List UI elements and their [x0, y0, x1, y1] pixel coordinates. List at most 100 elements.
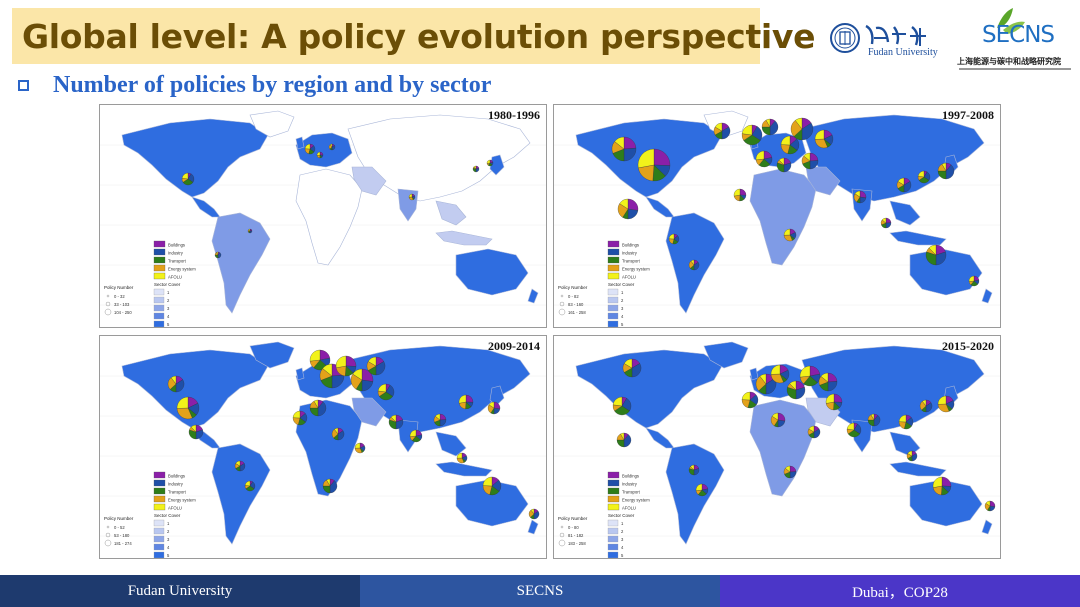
greenland-shape [703, 341, 749, 369]
pie-slice [778, 157, 785, 166]
pie-slice [741, 124, 753, 136]
legend-policy-range: 104 - 250 [114, 310, 132, 315]
pie-marker [622, 358, 642, 378]
legend-sector-label: Industry [622, 251, 638, 256]
legend-policy-circle [105, 532, 111, 538]
indonesia-shape [889, 461, 947, 477]
policy-pie-markers [181, 143, 494, 259]
pie-marker [244, 480, 256, 492]
pie-slice [922, 399, 927, 407]
legend-cover-label: 1 [621, 521, 624, 526]
middle-east-shape [351, 166, 387, 196]
pie-marker [984, 500, 996, 512]
legend-sector-swatch [153, 256, 166, 264]
new-zealand-shape [981, 519, 993, 535]
pie-slice [783, 228, 791, 236]
pie-slice [668, 233, 675, 240]
legend-cover-title: Sector Cover [154, 513, 181, 518]
pie-marker [880, 217, 892, 229]
legend-sector-label: Buildings [622, 243, 639, 248]
map-panel-1997-2008: 1997-2008 Buildings Industry Transport Ener… [553, 104, 1001, 328]
legend-policy-range: 0 - 52 [114, 525, 125, 530]
legend-cover-swatch [153, 320, 165, 327]
pie-slice [755, 150, 765, 161]
pie-slice [458, 394, 467, 404]
pie-slice [620, 432, 625, 441]
pie-marker [668, 233, 680, 245]
legend-cover-swatch [607, 288, 619, 296]
legend-policy-circle [105, 301, 111, 307]
pie-marker [688, 464, 700, 476]
legend-sector-swatch [607, 503, 620, 511]
legend-policy-circle [106, 525, 110, 529]
pie-slice [329, 143, 333, 148]
australia-shape [909, 479, 983, 527]
legend-cover-label: 1 [621, 290, 624, 295]
pie-marker [304, 143, 316, 155]
legend-cover-label: 2 [167, 298, 170, 303]
pie-slice [898, 414, 907, 423]
pie-marker [292, 410, 308, 426]
pie-marker [801, 152, 819, 170]
south-america-shape [211, 212, 271, 314]
legend-cover-swatch [607, 519, 619, 527]
pie-slice [941, 162, 947, 172]
fudan-logo-text: Fudan University [868, 47, 938, 58]
pie-marker [932, 476, 952, 496]
legend-cover-label: 1 [167, 290, 170, 295]
legend-policy-range: 0 - 80 [568, 525, 579, 530]
legend-sector-swatch [153, 240, 166, 248]
pie-slice [881, 217, 887, 224]
pie-marker [695, 483, 709, 497]
indonesia-shape [435, 230, 493, 246]
map-period-label: 2015-2020 [942, 339, 994, 353]
legend-cover-label: 4 [621, 314, 624, 319]
legend-sector-swatch [607, 264, 620, 272]
legend-policy-circle [559, 301, 565, 307]
legend-cover-label: 4 [621, 545, 624, 550]
indonesia-shape [435, 461, 493, 477]
legend-policy-circle [560, 294, 564, 298]
square-bullet-icon [18, 79, 29, 91]
pie-marker [433, 413, 447, 427]
pie-slice [770, 364, 781, 375]
pie-slice [917, 170, 925, 178]
pie-marker [617, 198, 639, 220]
pie-slice [390, 414, 397, 423]
map-legend: Buildings Industry Transport Energy system A… [104, 240, 196, 327]
legend-policy-range: 183 - 258 [568, 541, 586, 546]
legend-cover-label: 3 [167, 537, 170, 542]
legend-cover-swatch [153, 527, 165, 535]
legend-sector-swatch [153, 495, 166, 503]
pie-slice [304, 143, 311, 150]
pie-slice [614, 136, 625, 150]
pie-slice [322, 363, 333, 377]
pie-marker [234, 460, 246, 472]
japan-shape [489, 385, 505, 407]
legend-cover-label: 2 [167, 529, 170, 534]
pie-slice [181, 172, 189, 180]
legend-cover-title: Sector Cover [154, 282, 181, 287]
pie-marker [247, 228, 253, 234]
indonesia-shape [889, 230, 947, 246]
pie-marker [637, 148, 671, 182]
legend-sector-label: AFOLU [622, 506, 636, 511]
legend-cover-swatch [153, 296, 165, 304]
legend-sector-label: Industry [168, 482, 184, 487]
north-america-shape [121, 349, 269, 429]
pie-marker [486, 159, 494, 167]
legend-cover-swatch [153, 535, 165, 543]
pie-slice [799, 365, 811, 378]
legend-cover-swatch [607, 535, 619, 543]
legend-sector-label: Transport [622, 490, 641, 495]
legend-policy-range: 0 - 82 [568, 294, 579, 299]
pie-slice [354, 442, 361, 449]
legend-cover-label: 5 [621, 322, 624, 327]
legend-sector-swatch [607, 487, 620, 495]
legend-sector-swatch [153, 264, 166, 272]
pie-marker [354, 442, 366, 454]
pie-slice [968, 275, 975, 282]
pie-marker [482, 476, 502, 496]
pie-marker [611, 136, 637, 162]
africa-shape [749, 168, 817, 266]
